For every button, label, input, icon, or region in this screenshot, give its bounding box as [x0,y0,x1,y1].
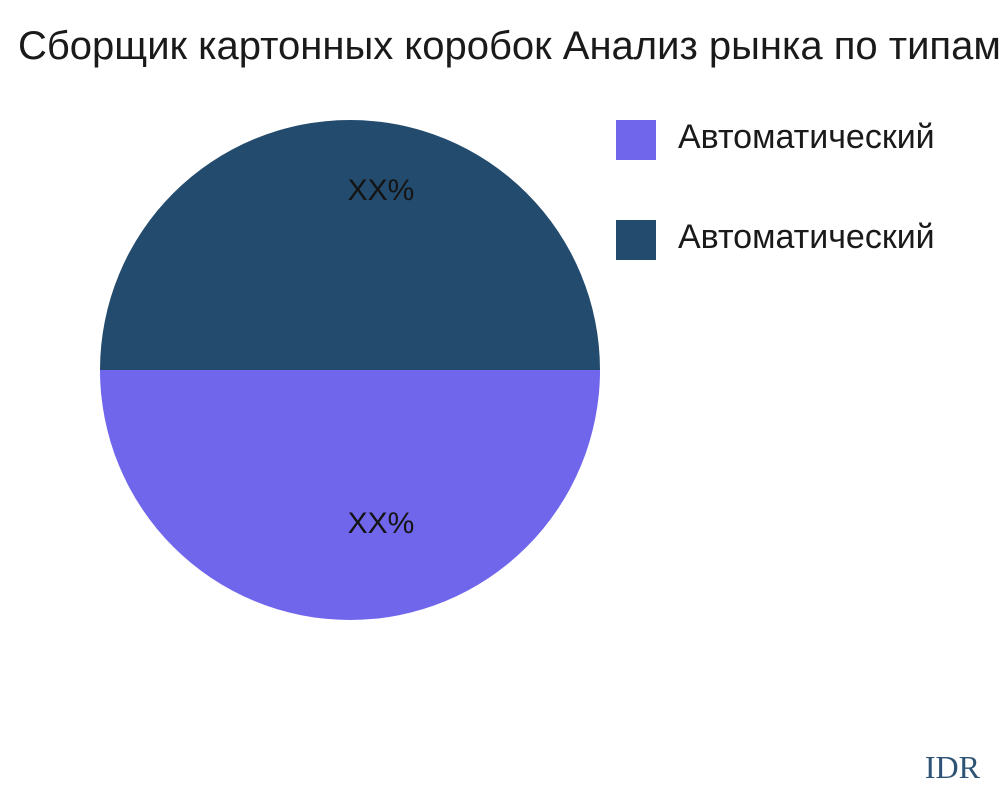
svg-text:XX%: XX% [348,174,415,207]
svg-text:XX%: XX% [348,507,415,540]
